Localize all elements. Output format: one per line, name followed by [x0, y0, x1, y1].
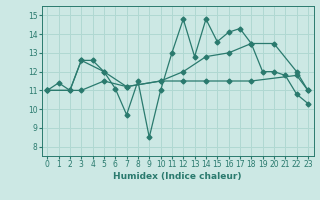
- X-axis label: Humidex (Indice chaleur): Humidex (Indice chaleur): [113, 172, 242, 181]
